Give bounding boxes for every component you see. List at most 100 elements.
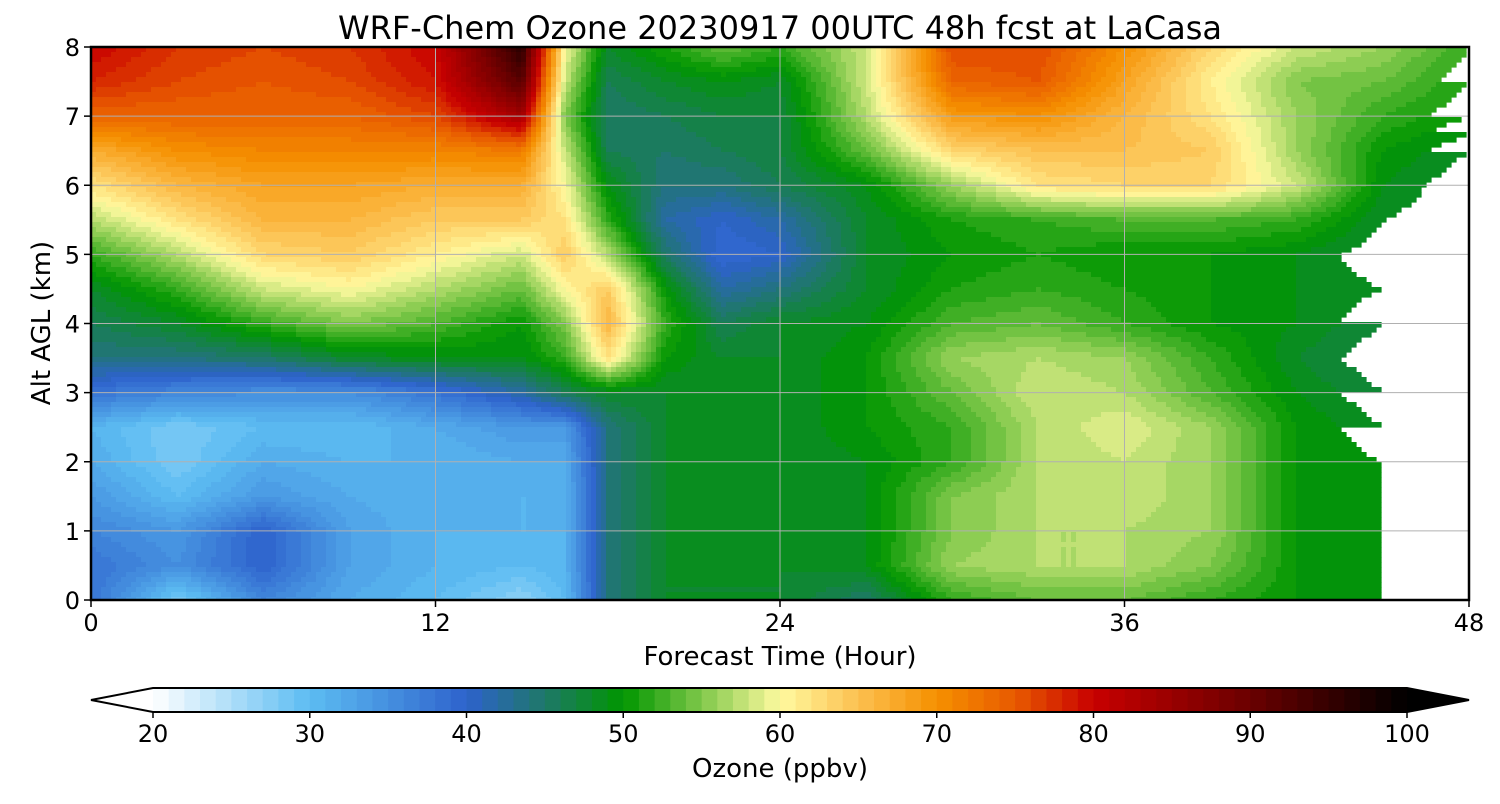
heatmap-cell — [116, 272, 137, 278]
heatmap-cell — [916, 192, 927, 198]
heatmap-cell — [256, 417, 387, 423]
heatmap-cell — [111, 197, 132, 203]
heatmap-cell — [546, 122, 552, 128]
heatmap-cell — [916, 67, 922, 73]
heatmap-cell — [546, 387, 562, 393]
heatmap-cell — [1371, 192, 1382, 198]
heatmap-cell — [781, 237, 797, 243]
heatmap-cell — [541, 342, 552, 348]
heatmap-cell — [901, 192, 917, 198]
heatmap-cell — [656, 282, 662, 288]
heatmap-cell — [1021, 437, 1037, 443]
heatmap-cell — [1126, 92, 1142, 98]
heatmap-cell — [1131, 452, 1172, 458]
heatmap-cell — [271, 317, 302, 323]
heatmap-cell — [841, 52, 857, 58]
heatmap-cell — [801, 92, 812, 98]
heatmap-cell — [606, 452, 622, 458]
heatmap-cell — [1296, 167, 1312, 173]
heatmap-cell — [526, 72, 532, 78]
heatmap-cell — [1376, 122, 1407, 128]
heatmap-cell — [1296, 57, 1347, 63]
heatmap-cell — [651, 462, 667, 468]
heatmap-cell — [886, 297, 912, 303]
heatmap-cell — [441, 337, 497, 343]
heatmap-cell — [886, 387, 907, 393]
heatmap-cell — [1036, 442, 1097, 448]
heatmap-cell — [966, 212, 1012, 218]
heatmap-cell — [536, 402, 552, 408]
heatmap-cell — [631, 262, 637, 268]
heatmap-cell — [531, 62, 537, 68]
heatmap-cell — [1116, 77, 1127, 83]
heatmap-cell — [706, 282, 712, 288]
heatmap-cell — [491, 82, 502, 88]
heatmap-cell — [561, 52, 567, 58]
heatmap-cell — [1171, 127, 1207, 133]
heatmap-cell — [556, 87, 562, 93]
heatmap-cell — [1311, 77, 1387, 83]
heatmap-cell — [561, 112, 567, 118]
heatmap-cell — [656, 257, 662, 263]
heatmap-cell — [406, 132, 452, 138]
heatmap-cell — [1261, 172, 1272, 178]
heatmap-cell — [131, 262, 152, 268]
heatmap-cell — [631, 327, 637, 333]
heatmap-cell — [111, 52, 142, 58]
heatmap-cell — [691, 307, 702, 313]
heatmap-cell — [626, 272, 632, 278]
heatmap-cell — [616, 362, 622, 368]
heatmap-cell — [426, 232, 487, 238]
heatmap-cell — [551, 82, 557, 88]
heatmap-cell — [646, 212, 657, 218]
heatmap-cell — [541, 407, 562, 413]
heatmap-cell — [911, 152, 922, 158]
heatmap-cell — [841, 117, 852, 123]
heatmap-cell — [1281, 337, 1322, 343]
heatmap-cell — [1266, 442, 1282, 448]
heatmap-cell — [806, 117, 817, 123]
heatmap-cell — [171, 257, 187, 263]
heatmap-cell — [1436, 82, 1467, 88]
heatmap-cell — [1121, 117, 1147, 123]
heatmap-cell — [366, 367, 417, 373]
heatmap-cell — [636, 292, 642, 298]
heatmap-cell — [1011, 407, 1032, 413]
heatmap-cell — [406, 92, 437, 98]
heatmap-cell — [216, 277, 232, 283]
heatmap-cell — [631, 192, 642, 198]
heatmap-cell — [896, 312, 917, 318]
heatmap-cell — [586, 147, 592, 153]
heatmap-cell — [641, 222, 647, 228]
heatmap-cell — [256, 247, 322, 253]
heatmap-cell — [251, 317, 272, 323]
heatmap-cell — [951, 92, 1027, 98]
heatmap-cell — [1261, 142, 1277, 148]
heatmap-cell — [926, 57, 932, 63]
heatmap-cell — [636, 277, 642, 283]
heatmap-cell — [576, 447, 582, 453]
heatmap-cell — [521, 107, 527, 113]
heatmap-cell — [881, 362, 897, 368]
heatmap-cell — [456, 272, 482, 278]
heatmap-cell — [571, 387, 587, 393]
heatmap-cell — [971, 432, 987, 438]
heatmap-cell — [1061, 122, 1092, 128]
heatmap-cell — [1421, 152, 1467, 158]
heatmap-cell — [961, 187, 977, 193]
heatmap-cell — [501, 127, 517, 133]
heatmap-cell — [526, 142, 532, 148]
heatmap-cell — [1126, 62, 1137, 68]
heatmap-cell — [1301, 392, 1342, 398]
heatmap-cell — [781, 127, 792, 133]
heatmap-cell — [501, 382, 527, 388]
heatmap-cell — [616, 312, 622, 318]
heatmap-cell — [546, 287, 552, 293]
heatmap-cell — [1271, 407, 1287, 413]
heatmap-cell — [1266, 67, 1282, 73]
heatmap-cell — [531, 282, 542, 288]
heatmap-cell — [716, 307, 742, 313]
heatmap-cell — [791, 197, 817, 203]
heatmap-cell — [911, 72, 922, 78]
heatmap-cell — [811, 247, 822, 253]
